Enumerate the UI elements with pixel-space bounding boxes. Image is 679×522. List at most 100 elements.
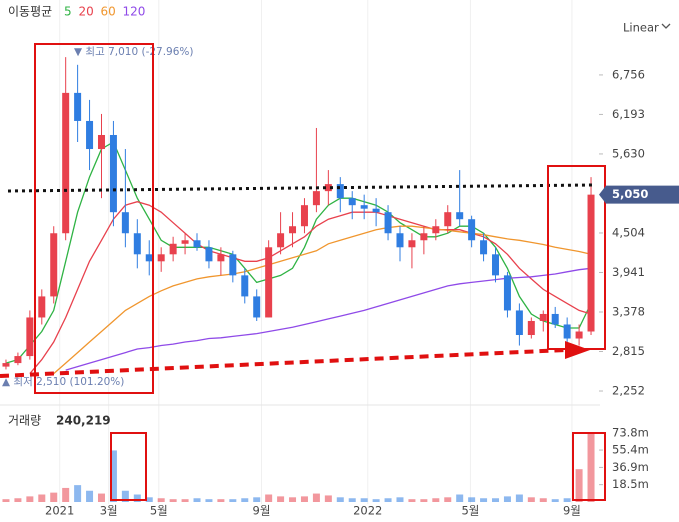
- candle-body: [575, 331, 583, 339]
- volume-tick-label: 73.8m: [612, 425, 649, 439]
- volume: [2, 432, 595, 502]
- volume-bar: [527, 497, 535, 502]
- candle-body: [408, 240, 416, 248]
- candle-body: [265, 247, 273, 318]
- candle-body: [563, 324, 571, 339]
- volume-bar: [563, 498, 571, 502]
- candle-body: [587, 194, 595, 332]
- candle-body: [480, 240, 488, 255]
- y-tick-label: 5,630: [612, 146, 645, 160]
- volume-bar: [109, 450, 117, 502]
- volume-title: 거래량: [8, 414, 41, 428]
- volume-bar: [289, 497, 297, 502]
- volume-bar: [312, 493, 320, 502]
- volume-bar: [396, 497, 404, 502]
- x-tick-label: 5월: [150, 504, 168, 518]
- scale-mode[interactable]: Linear: [623, 21, 659, 35]
- volume-bar: [300, 496, 308, 502]
- volume-bar: [348, 498, 356, 502]
- candle-body: [277, 233, 285, 248]
- volume-bar: [205, 499, 213, 502]
- candle-body: [97, 134, 105, 150]
- candle-body: [539, 313, 547, 321]
- candle-body: [348, 198, 356, 206]
- candle-body: [193, 240, 201, 248]
- volume-bar: [86, 490, 94, 502]
- moving-averages: [5, 141, 592, 375]
- highlight-box: [34, 43, 154, 394]
- y-tick-label: 3,378: [612, 304, 645, 318]
- candle-body: [14, 356, 22, 364]
- candle-body: [109, 134, 117, 213]
- volume-bar: [384, 498, 392, 502]
- candle-body: [241, 275, 249, 297]
- volume-bar: [229, 499, 237, 502]
- volume-bar: [133, 494, 141, 502]
- highlight-box: [110, 432, 147, 501]
- volume-bar: [50, 492, 58, 502]
- volume-tick-label: 18.5m: [612, 477, 649, 491]
- y-tick-label: 6,756: [612, 67, 645, 81]
- y-tick-label: 2,252: [612, 384, 645, 398]
- legend-entry: 120: [123, 5, 146, 19]
- candle-body: [121, 212, 129, 234]
- candle-body: [217, 254, 225, 262]
- volume-bar: [336, 497, 344, 502]
- candle-body: [312, 191, 320, 206]
- high-annotation: ▼ 최고 7,010 (-27.96%): [74, 46, 194, 58]
- candle-body: [26, 317, 34, 357]
- volume-bar: [515, 494, 523, 502]
- volume-bar: [14, 498, 22, 502]
- candle-body: [468, 219, 476, 241]
- volume-bar: [551, 499, 559, 502]
- volume-bar: [217, 499, 225, 502]
- candle-body: [86, 120, 94, 150]
- x-tick-label: 2022: [353, 504, 382, 518]
- candle-body: [74, 92, 82, 121]
- ma-title: 이동평균: [8, 5, 52, 19]
- candle-body: [384, 212, 392, 234]
- x-tick-label: 9월: [253, 504, 271, 518]
- volume-bar: [241, 498, 249, 502]
- dropdown-arrow[interactable]: [661, 23, 671, 29]
- volume-bar: [181, 499, 189, 502]
- volume-bar: [193, 498, 201, 502]
- candle-body: [205, 247, 213, 262]
- volume-bar: [444, 497, 452, 502]
- candle-body: [229, 254, 237, 276]
- candle-body: [289, 226, 297, 234]
- volume-bar: [277, 496, 285, 502]
- candle-body: [503, 275, 511, 311]
- volume-bar: [97, 493, 105, 502]
- volume-bar: [420, 499, 428, 502]
- candle-body: [2, 363, 10, 367]
- candle-body: [62, 92, 70, 234]
- x-tick-label: 9월: [563, 504, 581, 518]
- volume-bar: [324, 495, 332, 502]
- candle-body: [324, 184, 332, 192]
- ma-line: [53, 225, 592, 375]
- price-tag: [599, 185, 679, 204]
- legend-entry: 5: [64, 5, 72, 19]
- x-tick-label: 2021: [45, 504, 74, 518]
- legend: 5 20 60 120: [64, 5, 145, 19]
- volume-bar: [539, 498, 547, 502]
- volume-bar: [468, 497, 476, 502]
- candle-body: [551, 313, 559, 325]
- support-line: [0, 348, 566, 378]
- y-tick-label: 3,941: [612, 265, 645, 279]
- x-tick-label: 3월: [100, 504, 118, 518]
- volume-bar: [2, 499, 10, 502]
- candle-body: [300, 205, 308, 227]
- volume-bar: [253, 497, 261, 502]
- volume-bar: [145, 497, 153, 502]
- candle-body: [444, 212, 452, 227]
- volume-bar: [575, 469, 583, 502]
- y-tick-label: 4,504: [612, 225, 645, 239]
- candle-body: [145, 254, 153, 262]
- volume-bar: [26, 496, 34, 502]
- volume-bar: [372, 499, 380, 502]
- legend-entry: 20: [79, 5, 94, 19]
- grid: [59, 0, 603, 504]
